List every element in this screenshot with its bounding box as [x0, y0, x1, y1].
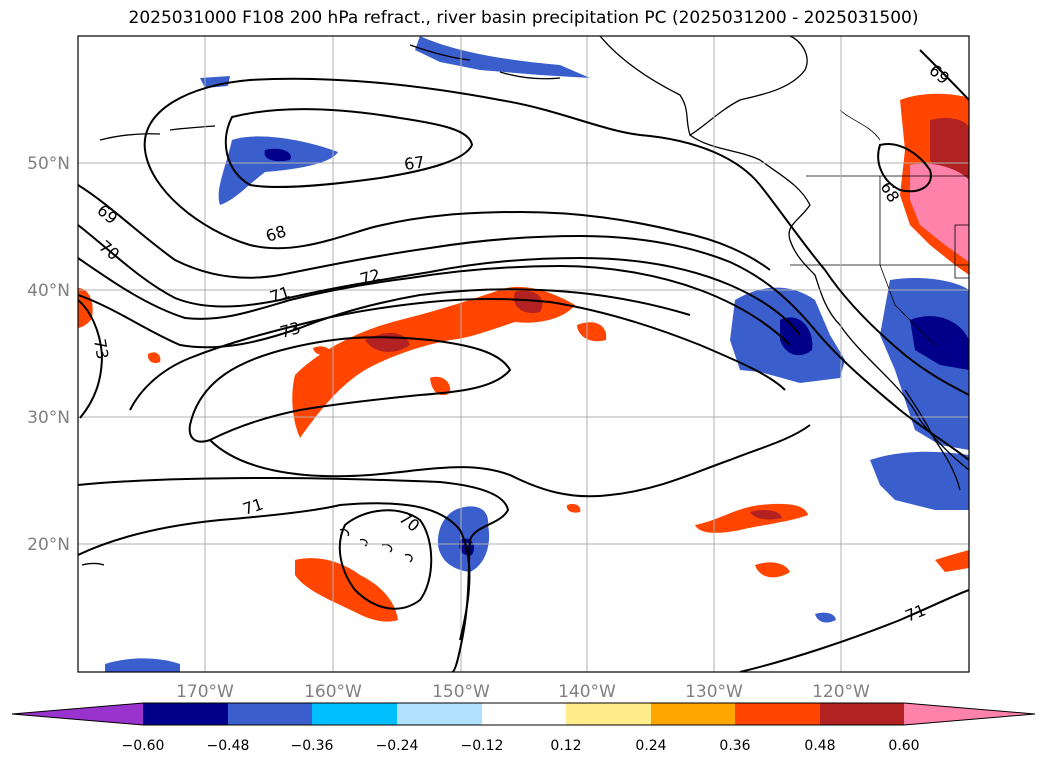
colorbar-swatch	[651, 703, 735, 725]
colorbar-tick-label: 0.48	[804, 738, 835, 754]
lat-tick-label: 50°N	[27, 154, 70, 174]
contour-label: 67	[403, 152, 426, 174]
negative-anomaly-shading	[105, 36, 969, 672]
contour-73-inner	[209, 424, 811, 498]
contour-71-south	[188, 336, 512, 443]
coastlines	[81, 36, 969, 566]
colorbar-tick-label: 0.24	[635, 738, 666, 754]
contour-68-ne	[877, 143, 932, 193]
contour-label: 73	[278, 318, 303, 342]
contour-69	[78, 184, 969, 461]
refractivity-contours	[78, 49, 969, 672]
lat-tick-label: 40°N	[27, 281, 70, 301]
colorbar-high-extend	[904, 703, 1035, 725]
longitude-labels: 170°W 160°W 150°W 140°W 130°W 120°W	[176, 682, 870, 702]
contour-label: 73	[90, 337, 112, 360]
colorbar-swatch	[820, 703, 904, 725]
lon-tick-label: 150°W	[432, 682, 490, 702]
colorbar-tick-label: −0.48	[207, 738, 250, 754]
contour-71-loop	[78, 502, 471, 641]
colorbar-tick-label: −0.60	[122, 738, 165, 754]
lat-tick-label: 30°N	[27, 408, 70, 428]
contour-70	[78, 224, 801, 336]
contour-71-se	[739, 589, 969, 672]
colorbar-swatch	[143, 703, 228, 725]
lon-tick-label: 120°W	[812, 682, 870, 702]
colorbar-tick-label: 0.12	[550, 738, 581, 754]
contour-71	[78, 257, 791, 346]
lon-tick-label: 140°W	[558, 682, 616, 702]
contour-67	[224, 108, 474, 188]
positive-anomaly-shading	[78, 93, 969, 622]
borders	[790, 109, 969, 346]
colorbar: −0.60 −0.48 −0.36 −0.24 −0.12 0.12 0.24 …	[11, 702, 1036, 754]
colorbar-swatch	[397, 703, 482, 725]
colorbar-low-extend	[12, 703, 143, 725]
colorbar-swatch	[735, 703, 820, 725]
contour-73-west	[78, 299, 104, 419]
colorbar-swatch	[566, 703, 651, 725]
colorbar-tick-label: −0.12	[461, 738, 504, 754]
lon-tick-label: 130°W	[685, 682, 743, 702]
contour-72	[78, 288, 691, 349]
colorbar-tick-label: 0.60	[888, 738, 919, 754]
colorbar-tick-label: −0.36	[291, 738, 334, 754]
lat-tick-label: 20°N	[27, 535, 70, 555]
lon-tick-label: 170°W	[176, 682, 234, 702]
map-frame	[77, 35, 970, 673]
contour-68	[143, 77, 969, 396]
colorbar-tick-label: 0.36	[719, 738, 750, 754]
colorbar-swatch	[312, 703, 397, 725]
colorbar-tick-labels: −0.60 −0.48 −0.36 −0.24 −0.12 0.12 0.24 …	[122, 738, 920, 754]
colorbar-swatch	[482, 703, 566, 725]
contour-70-loop	[338, 509, 433, 610]
map-area: 67 68 69 70 71 72 73 73 69 68 70 71 71	[78, 36, 969, 672]
colorbar-tick-label: −0.24	[376, 738, 419, 754]
contour-69-ne	[919, 49, 969, 101]
latitude-labels: 50°N 40°N 30°N 20°N	[27, 154, 70, 555]
lon-tick-label: 160°W	[304, 682, 362, 702]
contour-73-north	[129, 298, 786, 411]
colorbar-swatch	[228, 703, 312, 725]
contour-label: 72	[358, 265, 383, 289]
map-title: 2025031000 F108 200 hPa refract., river …	[128, 8, 919, 28]
